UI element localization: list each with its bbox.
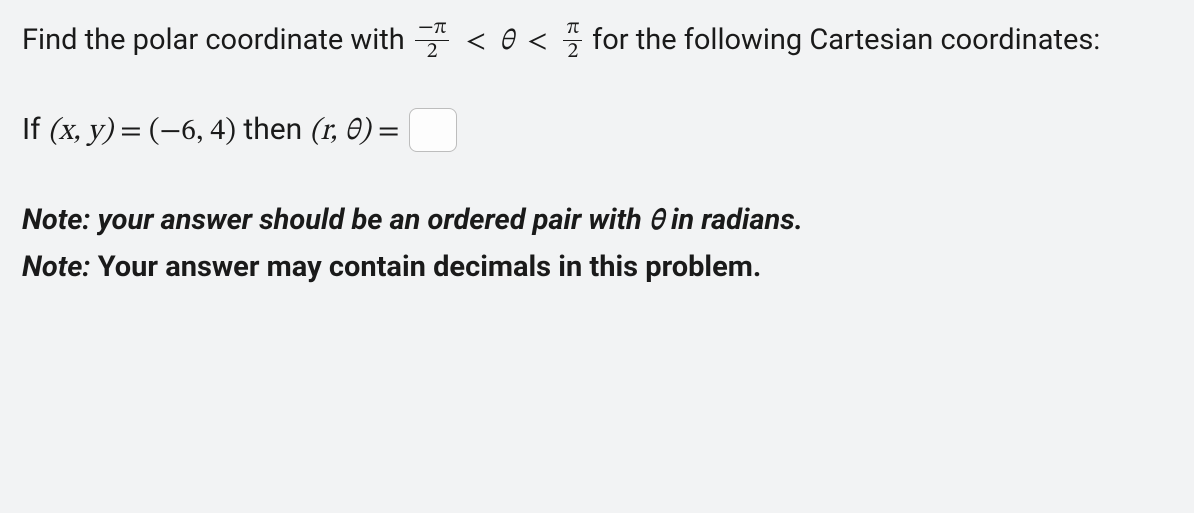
prompt-line: If (x, y) = (−6, 4) then (r, θ) = bbox=[22, 107, 1172, 156]
frac2-numerator: π bbox=[563, 17, 582, 41]
frac1-numerator: −π bbox=[415, 17, 450, 41]
fraction-pi-2: π 2 bbox=[563, 17, 582, 64]
note1-theta: θ bbox=[649, 207, 664, 236]
intro-text-2: for the following Cartesian coordinates: bbox=[592, 23, 1100, 57]
answer-input[interactable] bbox=[409, 108, 457, 152]
equals-2: = bbox=[378, 117, 400, 147]
less-than-2: < bbox=[527, 27, 548, 56]
intro-text-1: Find the polar coordinate with bbox=[22, 23, 412, 57]
note-1: Note: your answer should be an ordered p… bbox=[22, 198, 1172, 245]
if-label: If bbox=[22, 112, 48, 147]
note1-lead: Note: your answer should be an ordered p… bbox=[22, 203, 649, 237]
note2-lead: Note: bbox=[22, 250, 91, 284]
frac2-denominator: 2 bbox=[563, 41, 582, 64]
rtheta-pair: (r, θ) bbox=[310, 117, 371, 147]
range-expression: −π 2 < θ < π 2 bbox=[412, 27, 592, 56]
equals-1: = bbox=[120, 117, 149, 147]
cartesian-value: (−6, 4) bbox=[149, 117, 236, 147]
then-label: then bbox=[243, 112, 309, 147]
note-2: Note: Your answer may contain decimals i… bbox=[22, 245, 1172, 290]
problem-container: Find the polar coordinate with −π 2 < θ … bbox=[0, 0, 1194, 308]
notes-block: Note: your answer should be an ordered p… bbox=[22, 198, 1172, 290]
note2-rest: Your answer may contain decimals in this… bbox=[91, 250, 762, 284]
theta-symbol: θ bbox=[499, 27, 514, 56]
xy-pair: (x, y) bbox=[48, 117, 113, 147]
less-than-1: < bbox=[465, 27, 486, 56]
fraction-neg-pi-2: −π 2 bbox=[415, 17, 450, 64]
frac1-denominator: 2 bbox=[415, 41, 450, 64]
note1-tail: in radians. bbox=[664, 203, 803, 237]
intro-paragraph: Find the polar coordinate with −π 2 < θ … bbox=[22, 18, 1172, 65]
